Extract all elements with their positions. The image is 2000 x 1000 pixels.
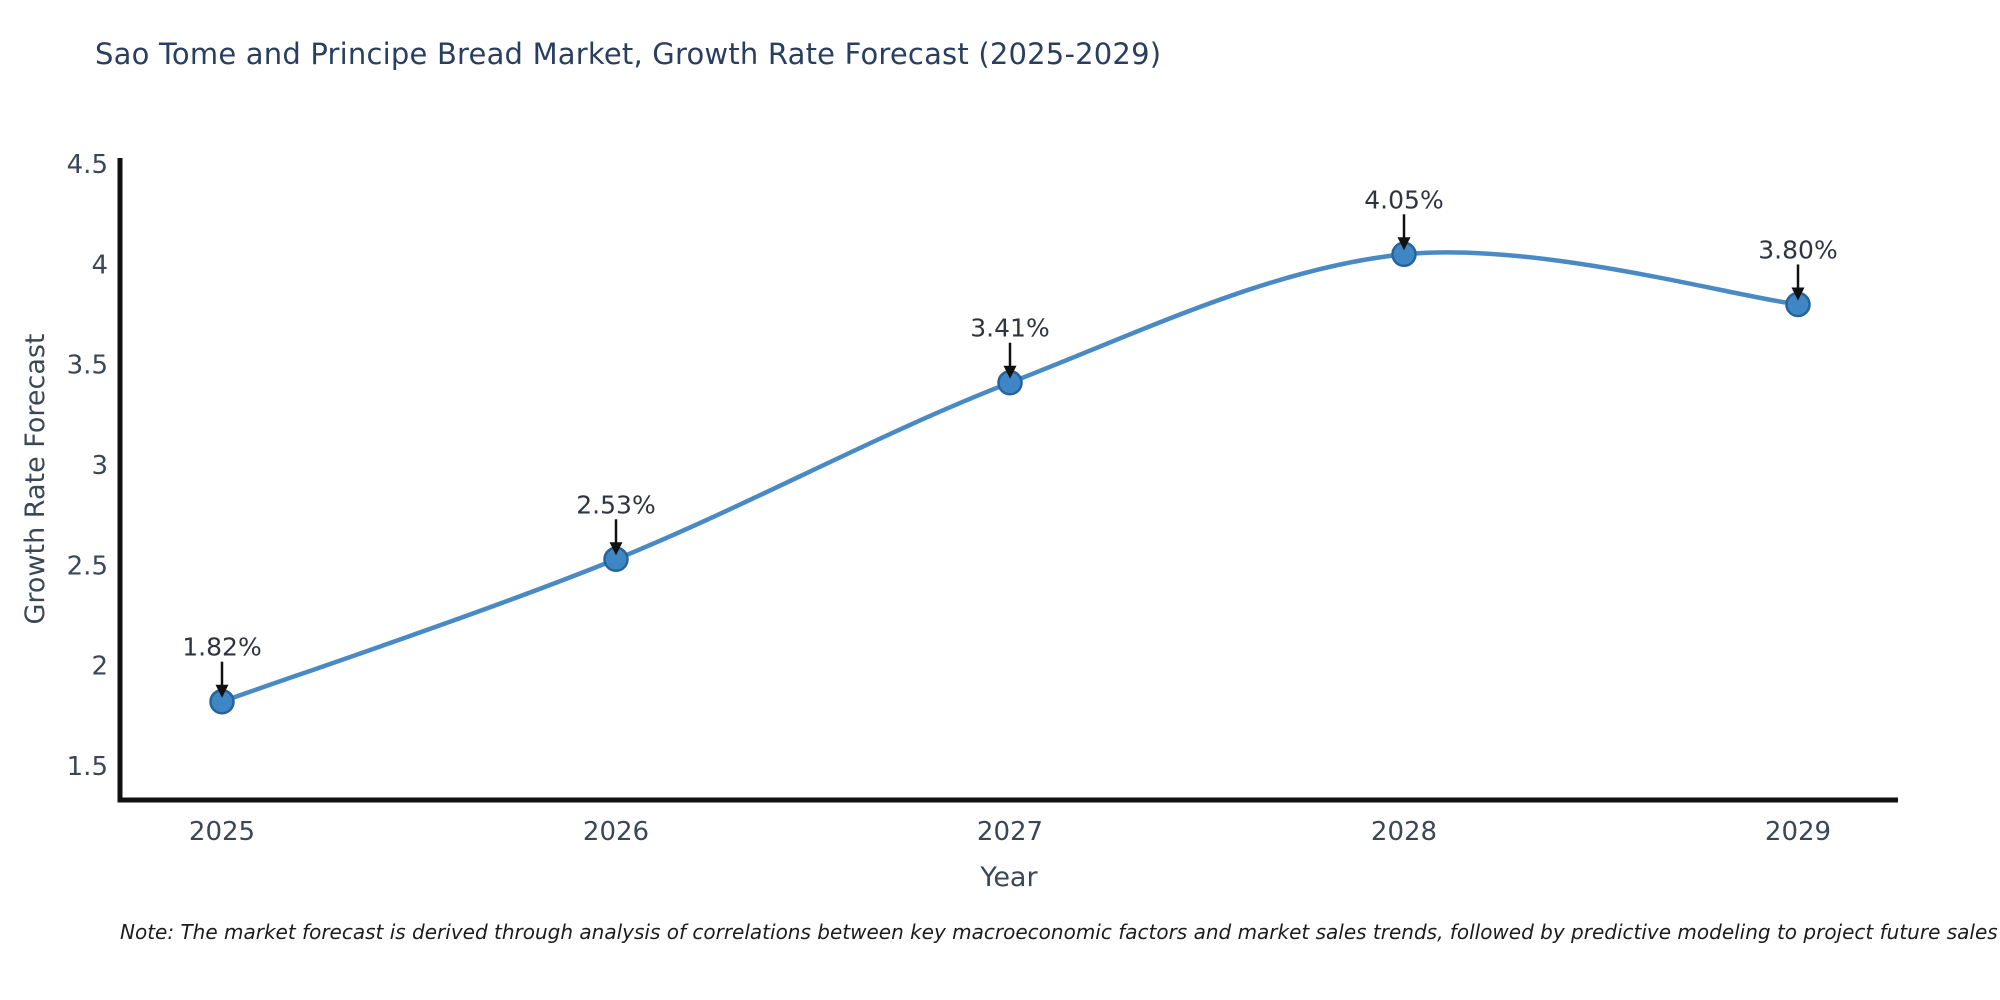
chart-title: Sao Tome and Principe Bread Market, Grow…: [95, 37, 1162, 71]
x-tick-label: 2029: [1765, 817, 1831, 847]
annotation-arrowhead-icon: [1791, 287, 1805, 301]
annotation-arrowhead-icon: [1003, 365, 1017, 379]
x-tick-label: 2026: [583, 817, 649, 847]
y-tick-label: 3: [91, 451, 108, 481]
annotation-arrowhead-icon: [609, 542, 623, 556]
annotation-arrowhead-icon: [215, 684, 229, 698]
point-value-label: 3.80%: [1758, 235, 1837, 264]
annotation-arrowhead-icon: [1397, 237, 1411, 251]
chart-note: Note: The market forecast is derived thr…: [120, 920, 1998, 944]
x-tick-label: 2025: [189, 817, 255, 847]
y-axis-title: Growth Rate Forecast: [20, 333, 51, 624]
y-tick-label: 3.5: [67, 351, 108, 381]
point-value-label: 1.82%: [182, 633, 261, 662]
y-tick-label: 4.5: [67, 150, 108, 180]
point-value-label: 2.53%: [576, 490, 655, 519]
x-axis-title: Year: [979, 862, 1038, 893]
point-value-label: 3.41%: [970, 314, 1049, 343]
y-tick-label: 4: [91, 250, 108, 280]
y-tick-label: 2: [91, 652, 108, 682]
y-tick-label: 1.5: [67, 752, 108, 782]
y-tick-label: 2.5: [67, 551, 108, 581]
x-tick-label: 2027: [977, 817, 1043, 847]
x-tick-label: 2028: [1371, 817, 1437, 847]
point-value-label: 4.05%: [1364, 185, 1443, 214]
